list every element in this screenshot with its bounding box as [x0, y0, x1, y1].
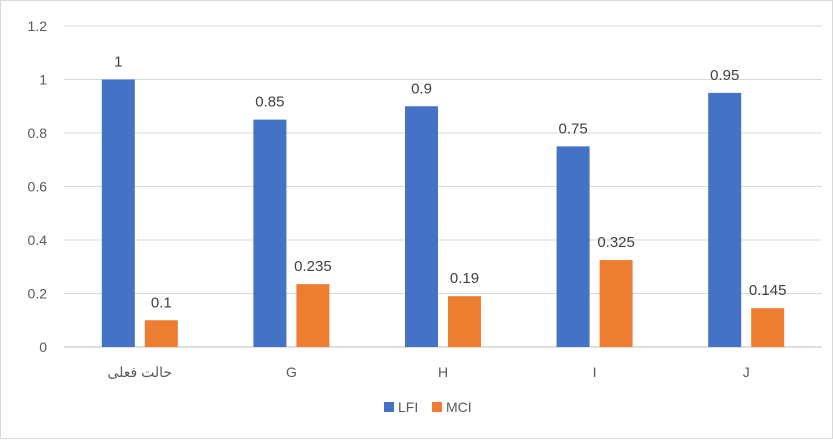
x-tick-label: I	[593, 364, 597, 380]
lfi-bar	[405, 106, 438, 347]
lfi-data-label: 0.75	[558, 120, 587, 137]
legend: LFI MCI	[384, 399, 472, 415]
lfi-data-label: 0.85	[255, 94, 284, 111]
mci-bar	[144, 320, 178, 347]
y-tick-label: 1.2	[28, 18, 48, 34]
bars	[101, 79, 785, 347]
y-tick-label: 0	[39, 339, 47, 355]
lfi-bar	[708, 92, 742, 347]
lfi-bar	[556, 146, 590, 347]
lfi-legend-label: LFI	[398, 399, 418, 415]
lfi-bar	[253, 119, 287, 347]
mci-data-label: 0.1	[151, 294, 172, 311]
mci-bar	[599, 260, 633, 347]
y-tick-label: 0.4	[28, 232, 48, 248]
mci-legend-label: MCI	[446, 399, 472, 415]
x-tick-label: H	[438, 364, 448, 380]
x-tick-label: J	[743, 364, 750, 380]
lfi-data-label: 1	[114, 54, 122, 71]
mci-bar	[751, 308, 785, 347]
mci-data-label: 0.325	[597, 234, 635, 251]
mci-bar	[448, 296, 481, 347]
lfi-bar	[101, 79, 135, 347]
y-axis-tick-labels: 0 0.2 0.4 0.6 0.8 1 1.2	[28, 18, 48, 355]
data-labels: 1 0.1 0.85 0.235 0.9 0.19 0.75 0.325 0.95 0.145	[114, 54, 786, 312]
mci-data-label: 0.145	[749, 282, 787, 299]
gridlines	[64, 25, 822, 348]
lfi-legend-swatch	[384, 402, 394, 412]
x-axis-tick-labels: حالت فعلی G H I J	[108, 364, 750, 380]
mci-bar	[296, 284, 330, 347]
mci-data-label: 0.235	[294, 258, 332, 275]
y-tick-label: 0.6	[28, 179, 48, 195]
y-tick-label: 0.2	[28, 286, 48, 302]
lfi-data-label: 0.9	[411, 80, 432, 97]
y-tick-label: 0.8	[28, 125, 48, 141]
mci-data-label: 0.19	[450, 270, 479, 287]
mci-legend-swatch	[432, 402, 442, 412]
x-tick-label: G	[286, 364, 297, 380]
x-tick-label: حالت فعلی	[108, 364, 173, 380]
lfi-data-label: 0.95	[710, 67, 739, 84]
y-tick-label: 1	[39, 72, 47, 88]
